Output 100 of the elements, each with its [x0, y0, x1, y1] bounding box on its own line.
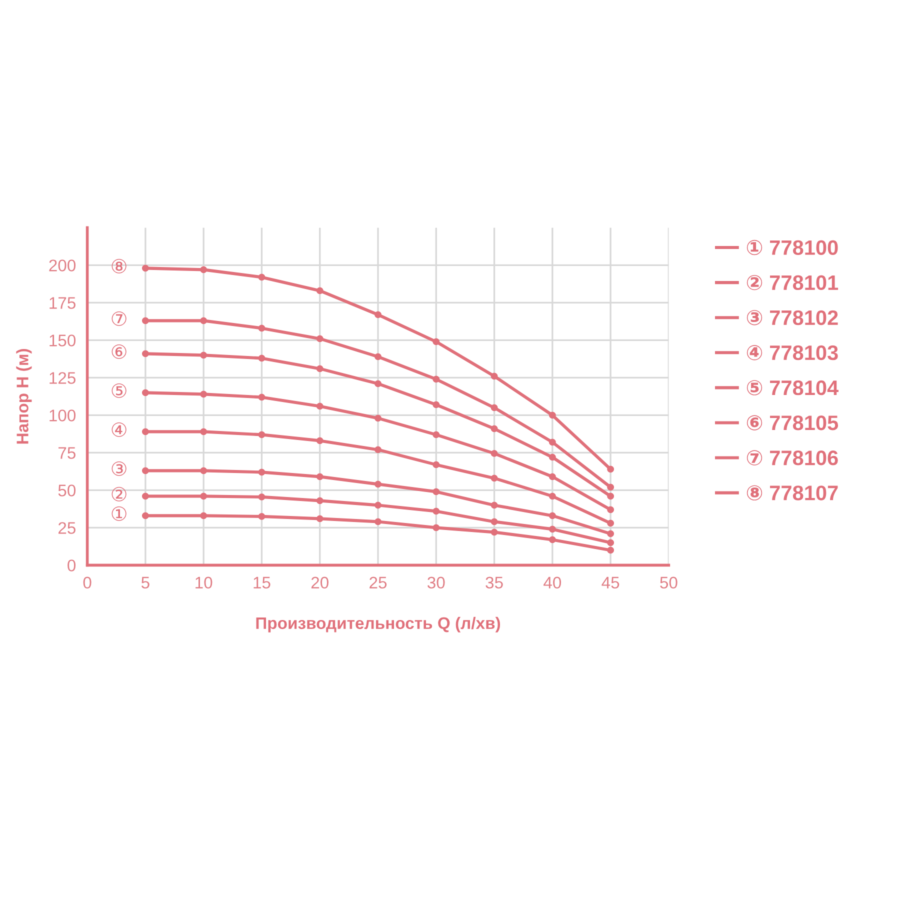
point: [548, 438, 556, 446]
x-tick-label: 10: [196, 576, 212, 589]
x-tick-label: 35: [486, 576, 503, 589]
point: [490, 528, 498, 536]
annotation: ②: [112, 486, 126, 502]
annotation: ④: [112, 422, 126, 437]
point: [374, 414, 382, 422]
point: [258, 512, 266, 520]
point: [607, 546, 614, 554]
annotation: ⑤: [112, 383, 126, 398]
x-tick-label: 50: [660, 576, 678, 589]
point: [316, 473, 324, 480]
x-tick-label: 20: [311, 576, 328, 589]
annotation: ③: [112, 461, 126, 476]
x-tick-label: 25: [370, 576, 387, 589]
point: [142, 467, 149, 474]
point: [200, 266, 208, 274]
point: [548, 454, 556, 461]
point: [607, 530, 614, 538]
point: [258, 431, 266, 438]
point: [200, 467, 208, 474]
point: [200, 492, 208, 500]
legend-label: ⑥ 778105: [746, 415, 838, 430]
point: [490, 404, 498, 412]
point: [432, 376, 440, 383]
point: [432, 338, 440, 346]
point: [258, 493, 266, 500]
x-tick-label: 45: [602, 576, 620, 589]
x-tick-label: 30: [428, 576, 445, 589]
point: [607, 492, 614, 500]
point: [374, 353, 382, 360]
y-tick-label: 25: [58, 522, 76, 534]
x-tick-label: 5: [141, 576, 150, 589]
y-tick-label: 125: [50, 372, 76, 384]
point: [490, 425, 498, 432]
point: [142, 264, 149, 272]
point: [432, 508, 440, 515]
point: [200, 390, 208, 398]
point: [490, 518, 498, 526]
point: [548, 512, 556, 520]
point: [607, 466, 614, 473]
point: [258, 354, 266, 362]
point: [432, 524, 440, 532]
annotation: ⑥: [112, 344, 126, 359]
point: [374, 480, 382, 488]
point: [607, 484, 614, 491]
y-tick-label: 100: [50, 410, 76, 422]
annotation: ⑧: [112, 258, 126, 274]
point: [200, 512, 208, 520]
legend-label: ④ 778103: [746, 345, 838, 360]
legend-label: ② 778101: [746, 274, 838, 290]
point: [142, 428, 149, 436]
point: [374, 311, 382, 318]
point: [548, 492, 556, 500]
point: [142, 350, 149, 358]
y-tick-label: 50: [58, 484, 76, 496]
y-tick-label: 200: [49, 260, 76, 272]
point: [258, 394, 266, 401]
legend-label: ① 778100: [746, 240, 838, 256]
point: [490, 474, 498, 482]
point: [432, 431, 440, 438]
point: [374, 380, 382, 388]
point: [316, 497, 324, 504]
point: [200, 352, 208, 359]
point: [316, 515, 324, 522]
point: [607, 539, 614, 546]
legend-label: ⑦ 778106: [746, 450, 838, 466]
point: [258, 274, 266, 281]
point: [316, 402, 324, 410]
point: [607, 506, 614, 514]
point: [607, 520, 614, 527]
y-tick-label: 150: [50, 334, 76, 346]
annotation: ①: [112, 506, 126, 521]
y-tick-label: 75: [58, 447, 76, 459]
point: [548, 412, 556, 419]
point: [432, 488, 440, 496]
x-axis-title: Производительность Q (л/хв): [256, 616, 500, 632]
annotation: ⑦: [112, 311, 126, 326]
point: [316, 335, 324, 342]
point: [200, 428, 208, 436]
x-tick-label: 0: [83, 576, 92, 589]
y-axis-title: Напор H (м): [16, 349, 32, 444]
point: [490, 502, 498, 509]
point: [490, 372, 498, 380]
point: [548, 536, 556, 544]
legend-label: ⑧ 778107: [746, 485, 838, 500]
point: [316, 365, 324, 372]
point: [490, 450, 498, 457]
legend-label: ③ 778102: [746, 310, 838, 326]
y-tick-label: 0: [68, 560, 76, 572]
point: [374, 446, 382, 454]
point: [316, 437, 324, 444]
point: [432, 401, 440, 408]
point: [200, 317, 208, 324]
point: [432, 461, 440, 468]
point: [548, 473, 556, 480]
point: [142, 512, 149, 520]
point: [142, 317, 149, 324]
point: [142, 492, 149, 500]
y-tick-label: 175: [50, 297, 76, 309]
